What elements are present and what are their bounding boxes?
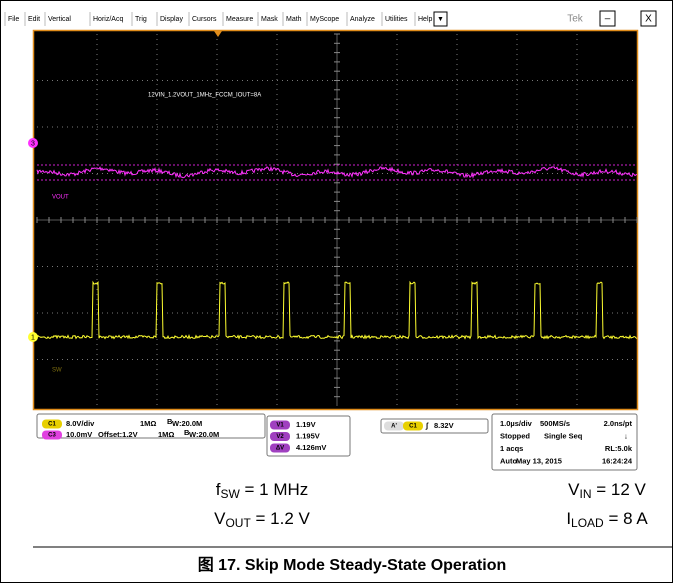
ch3-label: VOUT	[52, 195, 69, 201]
condition-value: = 1.2 V	[251, 509, 311, 528]
channel-badge-label: C1	[409, 424, 417, 430]
condition: ILOAD = 8 A	[566, 509, 648, 530]
readout-text: 2.0ns/pt	[604, 419, 633, 428]
ch3-marker	[28, 138, 38, 148]
readout-text: May 13, 2015	[516, 456, 562, 465]
annotation: 12VIN_1.2VOUT_1MHz_FCCM_IOUT=8A	[148, 93, 261, 99]
condition-value: = 1 MHz	[240, 480, 309, 499]
menu-item[interactable]: Math	[286, 16, 302, 23]
menu-item[interactable]: Horiz/Acq	[93, 16, 123, 23]
condition-subscript: SW	[220, 487, 240, 501]
channel-badge	[42, 430, 62, 440]
condition: fSW = 1 MHz	[216, 480, 309, 501]
ch1-marker-label: 1	[31, 334, 35, 341]
readout-text: 16:24:24	[602, 456, 633, 465]
readout-text: 4.126mV	[296, 443, 326, 452]
menu-item[interactable]: Utilities	[385, 16, 408, 23]
ch1-trace	[36, 280, 638, 340]
condition-subscript: IN	[579, 487, 591, 501]
readout-text: 1 acqs	[500, 444, 523, 453]
brand: Tek	[567, 14, 584, 25]
readout-text: 1.19V	[296, 420, 316, 429]
condition-symbol: I	[566, 509, 571, 528]
menu-item[interactable]: Measure	[226, 16, 253, 23]
readout-text: 1MΩ	[140, 419, 156, 428]
condition-value: = 12 V	[591, 480, 646, 499]
readout-text: Single Seq	[544, 431, 583, 440]
readout-text: W:20.0M	[172, 419, 202, 428]
window-button[interactable]	[599, 10, 616, 27]
readout-text: 1.195V	[296, 431, 320, 440]
condition-subscript: OUT	[225, 516, 251, 530]
channel-badge-label: ΔV	[276, 446, 284, 452]
menu-item[interactable]: Cursors	[192, 16, 217, 23]
menu-item[interactable]: Trig	[135, 16, 147, 23]
readout-text: B	[184, 428, 190, 437]
menu-item[interactable]: Display	[160, 16, 183, 23]
channel-badge-label: A'	[391, 424, 397, 430]
readout-text: 500MS/s	[540, 419, 570, 428]
menu-button[interactable]	[433, 11, 448, 27]
readout-text: 10.0mV	[66, 430, 92, 439]
readout-text: W:20.0M	[189, 430, 219, 439]
menu-item[interactable]: Vertical	[48, 16, 71, 23]
window-button-label: X	[645, 14, 652, 25]
ch1-marker	[28, 332, 38, 342]
condition-subscript: LOAD	[571, 516, 604, 530]
menu-item[interactable]: Analyze	[350, 16, 375, 23]
readout-box	[36, 413, 266, 439]
menu-item[interactable]: Mask	[261, 16, 278, 23]
menu-button-label: ▼	[437, 16, 444, 23]
channel-badge	[270, 432, 290, 441]
channel-badge	[403, 421, 423, 431]
readout-text: 1.0µs/div	[500, 419, 533, 428]
channel-badge	[384, 421, 404, 431]
caption: 图 17. Skip Mode Steady-State Operation	[198, 556, 507, 574]
readout-text: Offset:1.2V	[98, 430, 138, 439]
channel-badge	[42, 419, 62, 429]
menu-item[interactable]: File	[8, 16, 19, 23]
channel-badge	[270, 443, 290, 453]
trigger-position	[214, 31, 222, 37]
window-button-label: –	[605, 14, 611, 25]
ch1-label: SW	[52, 368, 62, 374]
readout-text: 8.0V/div	[66, 419, 95, 428]
readout-text: 1MΩ	[158, 430, 174, 439]
readout-text: RL:5.0k	[605, 444, 633, 453]
condition-symbol: V	[214, 509, 226, 528]
condition-symbol: V	[568, 480, 580, 499]
readout-text: 8.32V	[434, 421, 454, 430]
readout-box	[491, 413, 638, 471]
channel-badge-label: C3	[48, 433, 56, 439]
readout-text: ∫	[425, 421, 429, 430]
ch3-marker-label: 3	[31, 140, 35, 147]
channel-badge-label: V2	[276, 434, 284, 440]
ch3-trace	[36, 165, 638, 179]
condition-value: = 8 A	[604, 509, 649, 528]
window-button[interactable]	[640, 10, 657, 27]
menu-item[interactable]: Help	[418, 16, 433, 23]
readout-text: Auto	[500, 456, 517, 465]
readout-text: ↓	[624, 431, 628, 440]
condition: VIN = 12 V	[568, 480, 646, 501]
condition: VOUT = 1.2 V	[214, 509, 310, 530]
menu-item[interactable]: MyScope	[310, 16, 339, 23]
channel-badge-label: C1	[48, 422, 56, 428]
menu-item[interactable]: Edit	[28, 16, 40, 23]
channel-badge-label: V1	[276, 423, 284, 429]
readout-text: B	[167, 417, 173, 426]
readout-text: Stopped	[500, 431, 530, 440]
condition-symbol: f	[216, 480, 221, 499]
channel-badge	[270, 420, 290, 430]
